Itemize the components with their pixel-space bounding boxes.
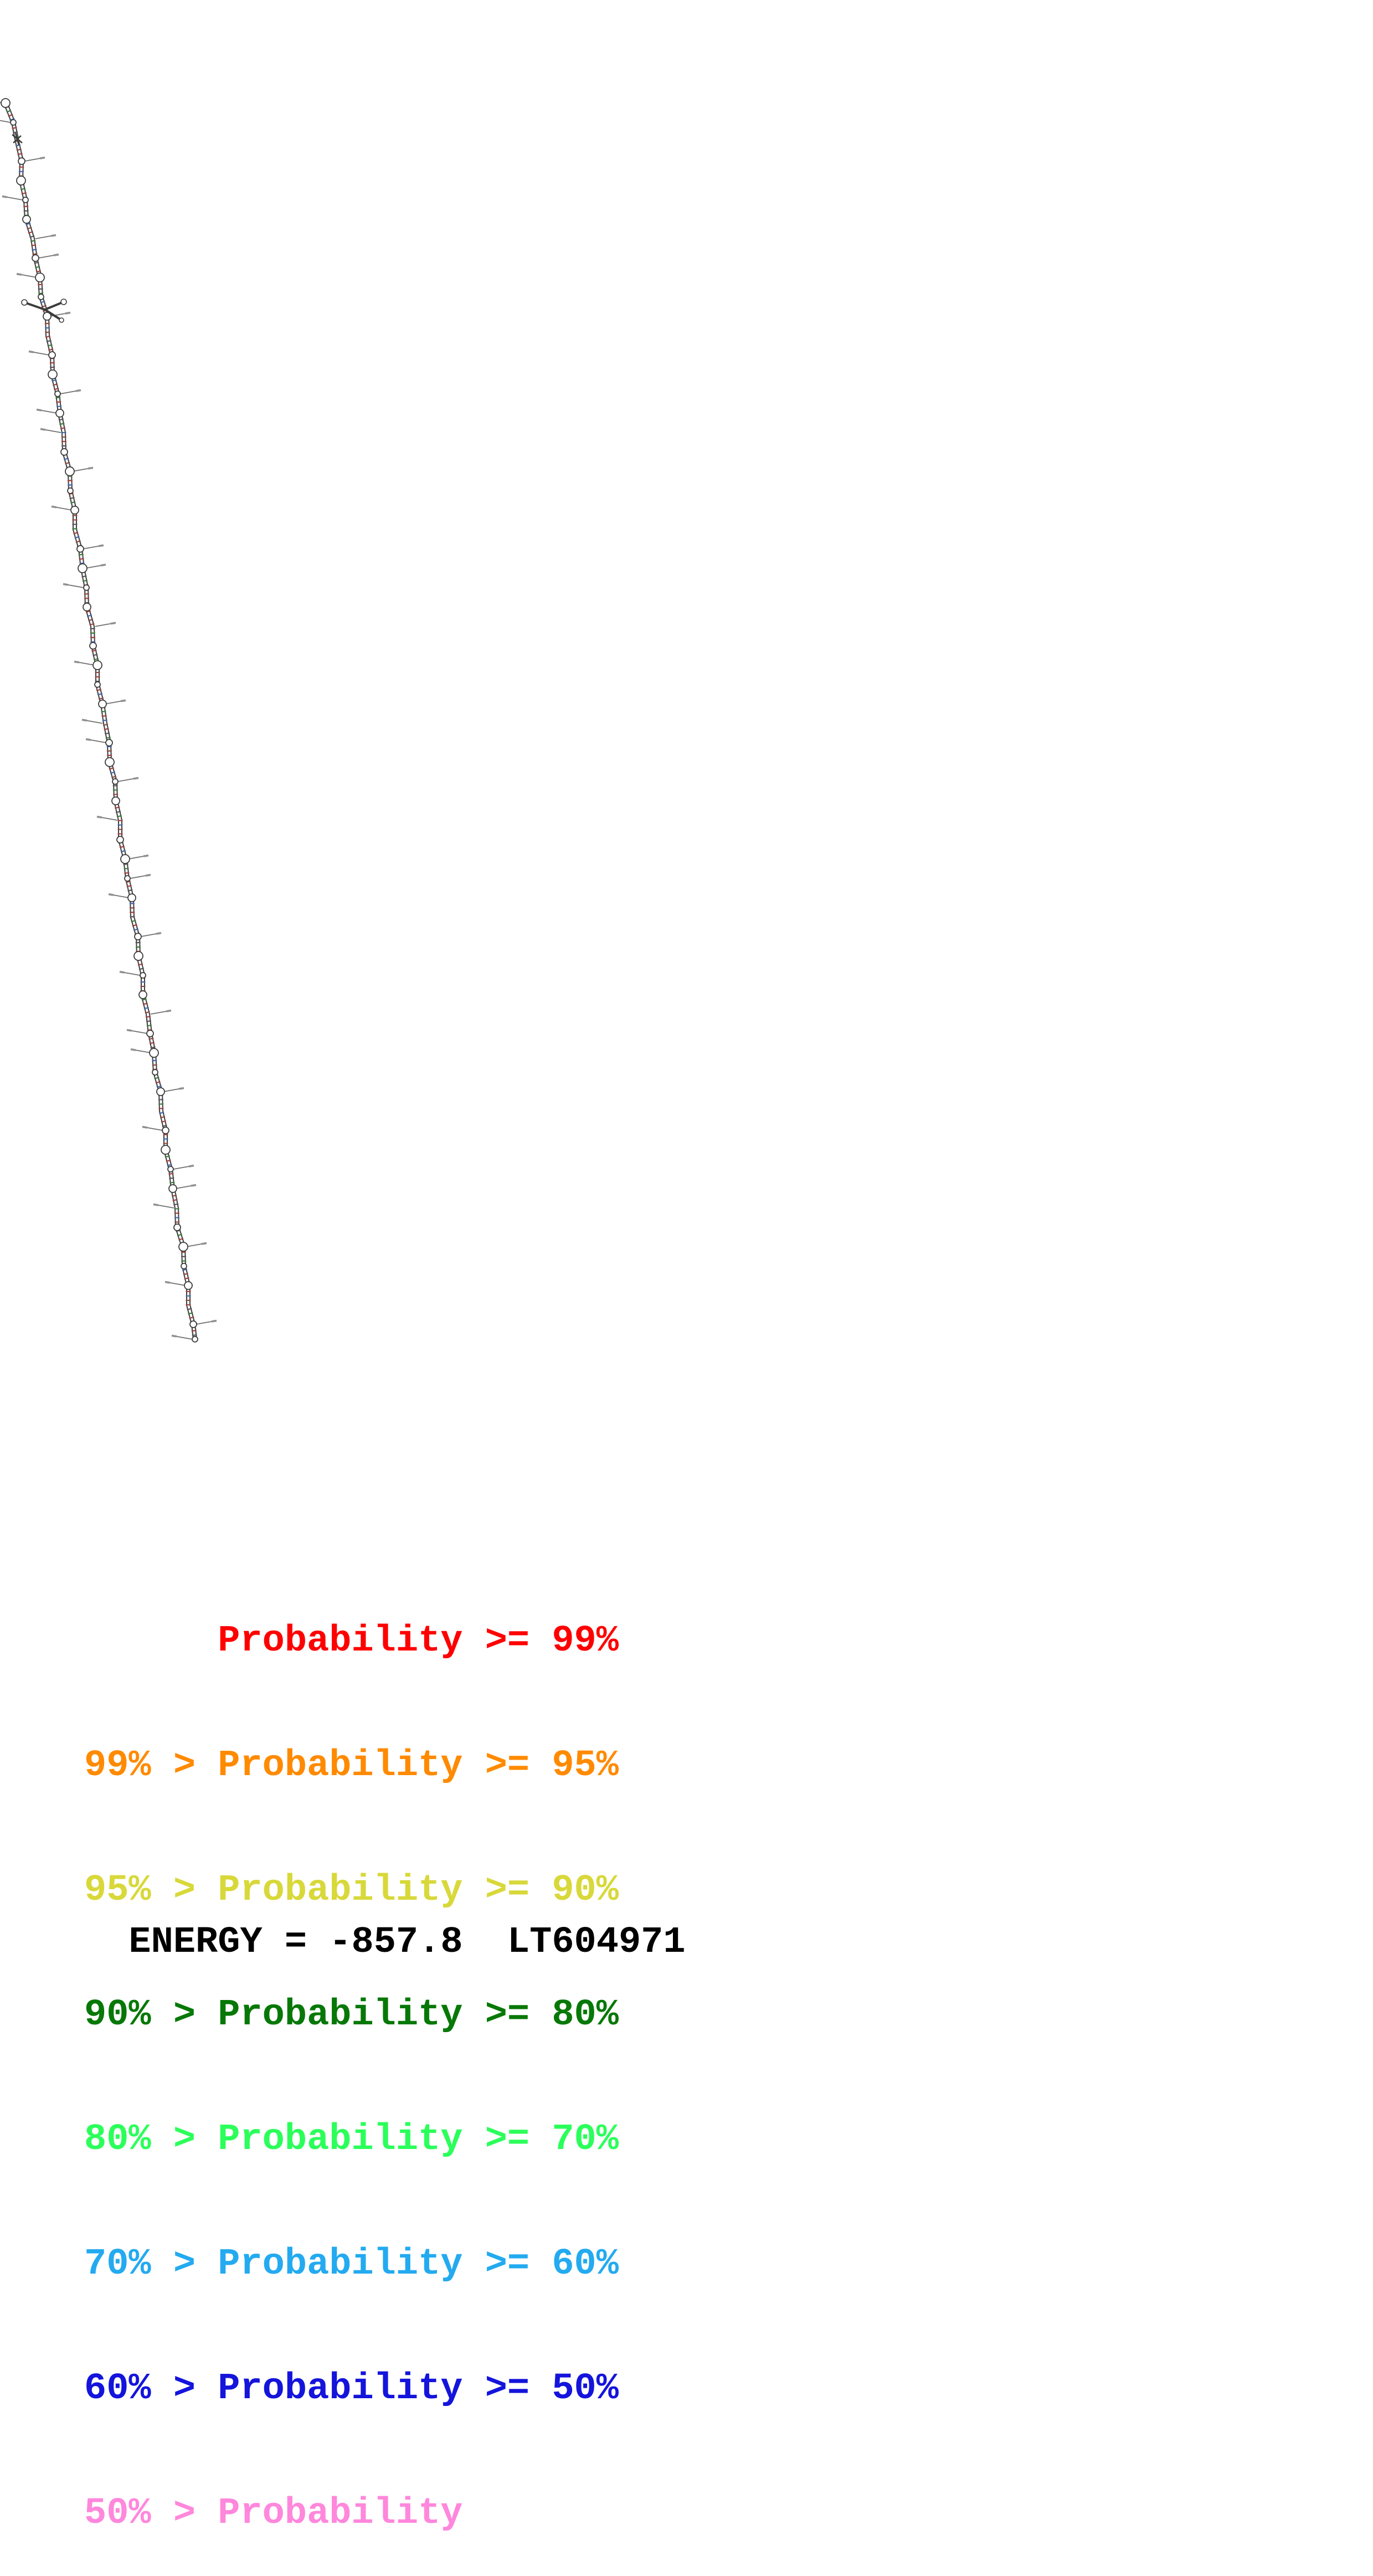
legend-row-60-70: 70% > Probability >= 60% xyxy=(84,2244,619,2285)
legend-row-70-80: 80% > Probability >= 70% xyxy=(84,2119,619,2161)
legend-row-80-90: 90% > Probability >= 80% xyxy=(84,1994,619,2036)
legend-row-lt-50: 50% > Probability xyxy=(84,2493,619,2534)
energy-label: ENERGY = -857.8 xyxy=(128,1921,462,1963)
rna-structure-svg xyxy=(0,0,238,1368)
probability-legend: Probability >= 99% 99% > Probability >= … xyxy=(84,1538,619,2576)
energy-footer: ENERGY = -857.8 LT604971 xyxy=(84,1880,686,1963)
legend-row-50-60: 60% > Probability >= 50% xyxy=(84,2368,619,2410)
legend-row-95-99: 99% > Probability >= 95% xyxy=(84,1745,619,1787)
legend-row-ge-99: Probability >= 99% xyxy=(84,1621,619,1662)
structure-id-label: LT604971 xyxy=(507,1921,686,1963)
